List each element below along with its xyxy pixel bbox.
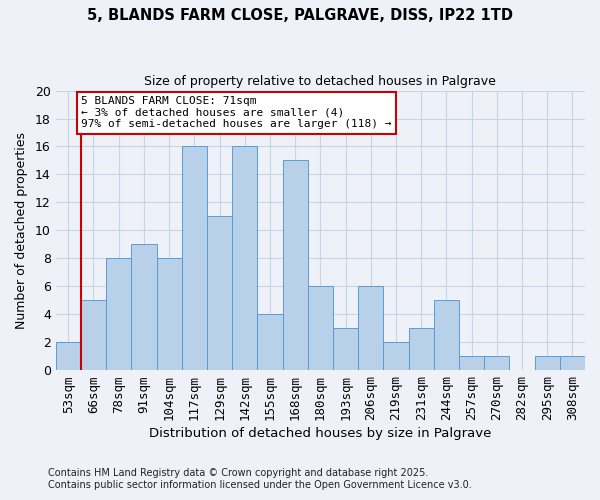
Bar — [56, 342, 81, 370]
Bar — [383, 342, 409, 370]
Bar — [232, 146, 257, 370]
X-axis label: Distribution of detached houses by size in Palgrave: Distribution of detached houses by size … — [149, 427, 491, 440]
Bar — [333, 328, 358, 370]
Bar — [535, 356, 560, 370]
Text: 5 BLANDS FARM CLOSE: 71sqm
← 3% of detached houses are smaller (4)
97% of semi-d: 5 BLANDS FARM CLOSE: 71sqm ← 3% of detac… — [82, 96, 392, 130]
Bar — [484, 356, 509, 370]
Text: 5, BLANDS FARM CLOSE, PALGRAVE, DISS, IP22 1TD: 5, BLANDS FARM CLOSE, PALGRAVE, DISS, IP… — [87, 8, 513, 22]
Text: Contains HM Land Registry data © Crown copyright and database right 2025.
Contai: Contains HM Land Registry data © Crown c… — [48, 468, 472, 490]
Bar — [207, 216, 232, 370]
Bar — [131, 244, 157, 370]
Bar — [283, 160, 308, 370]
Bar — [81, 300, 106, 370]
Bar — [459, 356, 484, 370]
Bar — [560, 356, 585, 370]
Bar — [358, 286, 383, 370]
Bar — [106, 258, 131, 370]
Bar — [157, 258, 182, 370]
Bar — [434, 300, 459, 370]
Bar — [409, 328, 434, 370]
Bar — [308, 286, 333, 370]
Y-axis label: Number of detached properties: Number of detached properties — [15, 132, 28, 329]
Bar — [182, 146, 207, 370]
Title: Size of property relative to detached houses in Palgrave: Size of property relative to detached ho… — [145, 75, 496, 88]
Bar — [257, 314, 283, 370]
